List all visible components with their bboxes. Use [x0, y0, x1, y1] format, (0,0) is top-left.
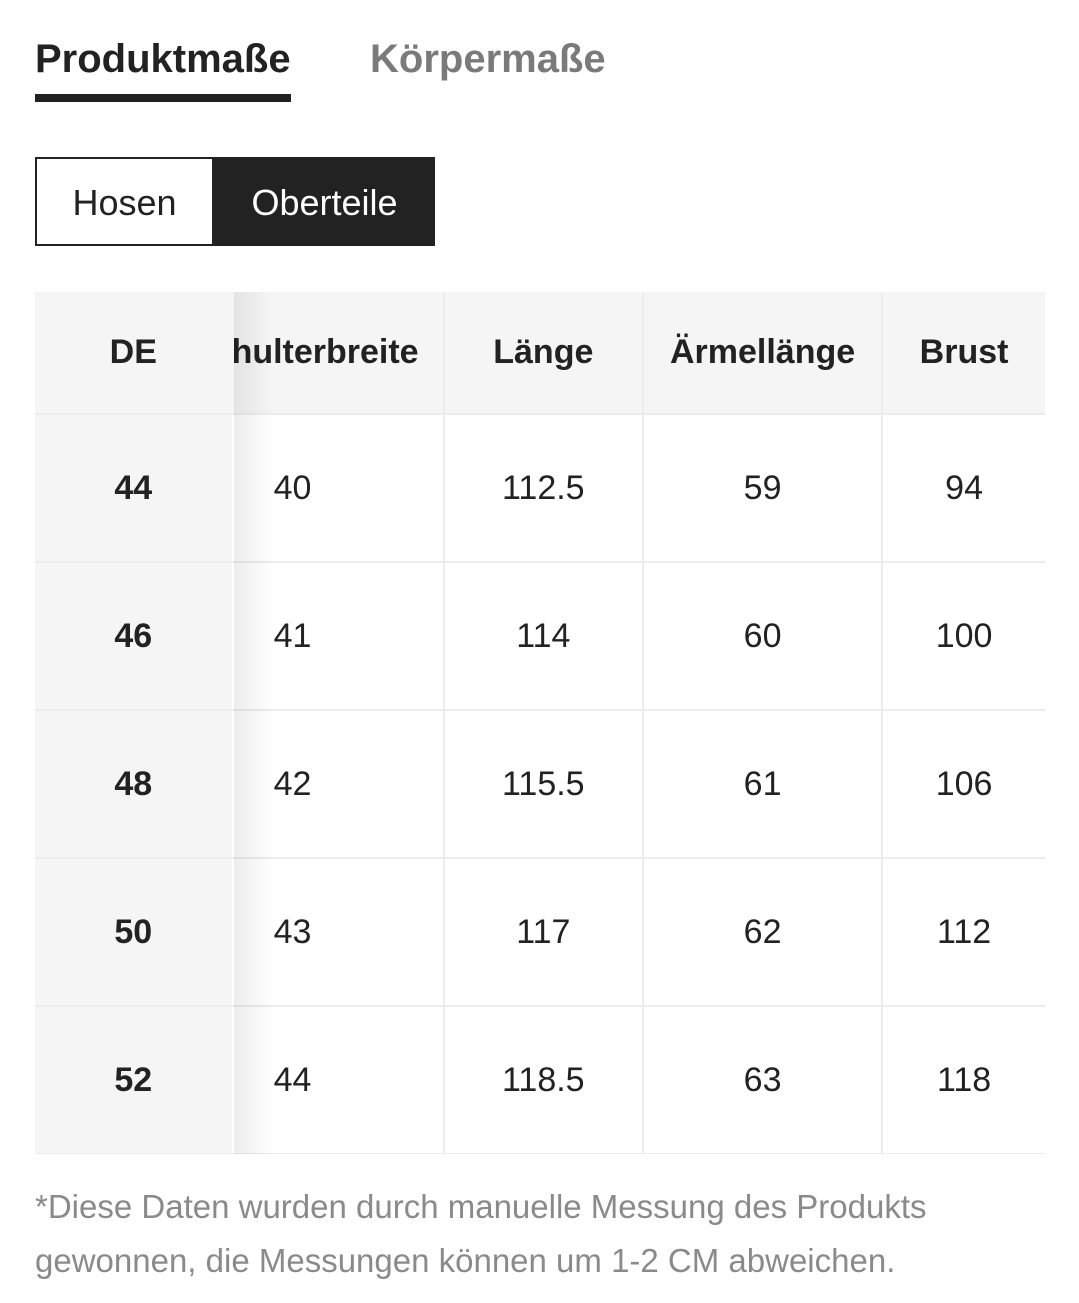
segment-hosen-button[interactable]: Hosen — [35, 157, 214, 246]
table-cell-length: 114 — [443, 562, 645, 711]
header-cell-size: DE — [35, 292, 232, 415]
table-cell-shoulder: 40 — [231, 414, 445, 563]
table-cell-shoulder: 43 — [231, 858, 445, 1007]
table-cell-length: 115.5 — [443, 710, 645, 859]
table-cell-size: 46 — [35, 562, 232, 711]
measurement-footnote: *Diese Daten wurden durch manuelle Messu… — [35, 1188, 927, 1279]
table-cell-sleeve: 62 — [643, 858, 884, 1007]
header-cell-length: Länge — [443, 292, 645, 415]
table-row: 46 41 114 60 100 — [35, 562, 1045, 711]
table-cell-size: 50 — [35, 858, 232, 1007]
header-cell-chest: Brust — [882, 292, 1045, 415]
table-cell-size: 44 — [35, 414, 232, 563]
table-cell-shoulder: 44 — [231, 1006, 445, 1154]
table-header-row: DE hulterbreite Länge Ärmellänge Brust — [35, 292, 1045, 415]
table-cell-shoulder: 41 — [231, 562, 445, 711]
header-cell-shoulder-width: hulterbreite — [231, 292, 445, 415]
table-row: 52 44 118.5 63 118 — [35, 1006, 1045, 1154]
table-cell-length: 117 — [443, 858, 645, 1007]
header-cell-sleeve-length: Ärmellänge — [643, 292, 884, 415]
table-cell-size: 48 — [35, 710, 232, 859]
tab-product-measurements[interactable]: Produktmaße — [35, 28, 291, 102]
table-cell-chest: 118 — [882, 1006, 1045, 1154]
table-cell-sleeve: 59 — [643, 414, 884, 563]
table-cell-sleeve: 63 — [643, 1006, 884, 1154]
segment-oberteile-button[interactable]: Oberteile — [214, 157, 435, 246]
table-row: 50 43 117 62 112 — [35, 858, 1045, 1007]
table-row: 48 42 115.5 61 106 — [35, 710, 1045, 859]
table-cell-size: 52 — [35, 1006, 232, 1154]
size-table-scroll[interactable]: DE hulterbreite Länge Ärmellänge Brust 4… — [35, 292, 1045, 1154]
table-cell-length: 118.5 — [443, 1006, 645, 1154]
category-toggle: Hosen Oberteile — [35, 157, 435, 246]
tab-body-measurements[interactable]: Körpermaße — [370, 37, 606, 81]
table-cell-length: 112.5 — [443, 414, 645, 563]
table-cell-chest: 94 — [882, 414, 1045, 563]
table-row: 44 40 112.5 59 94 — [35, 414, 1045, 563]
table-cell-chest: 100 — [882, 562, 1045, 711]
table-cell-shoulder: 42 — [231, 710, 445, 859]
table-cell-chest: 106 — [882, 710, 1045, 859]
table-cell-chest: 112 — [882, 858, 1045, 1007]
table-cell-sleeve: 61 — [643, 710, 884, 859]
size-table: DE hulterbreite Länge Ärmellänge Brust 4… — [35, 292, 1045, 1154]
table-cell-sleeve: 60 — [643, 562, 884, 711]
